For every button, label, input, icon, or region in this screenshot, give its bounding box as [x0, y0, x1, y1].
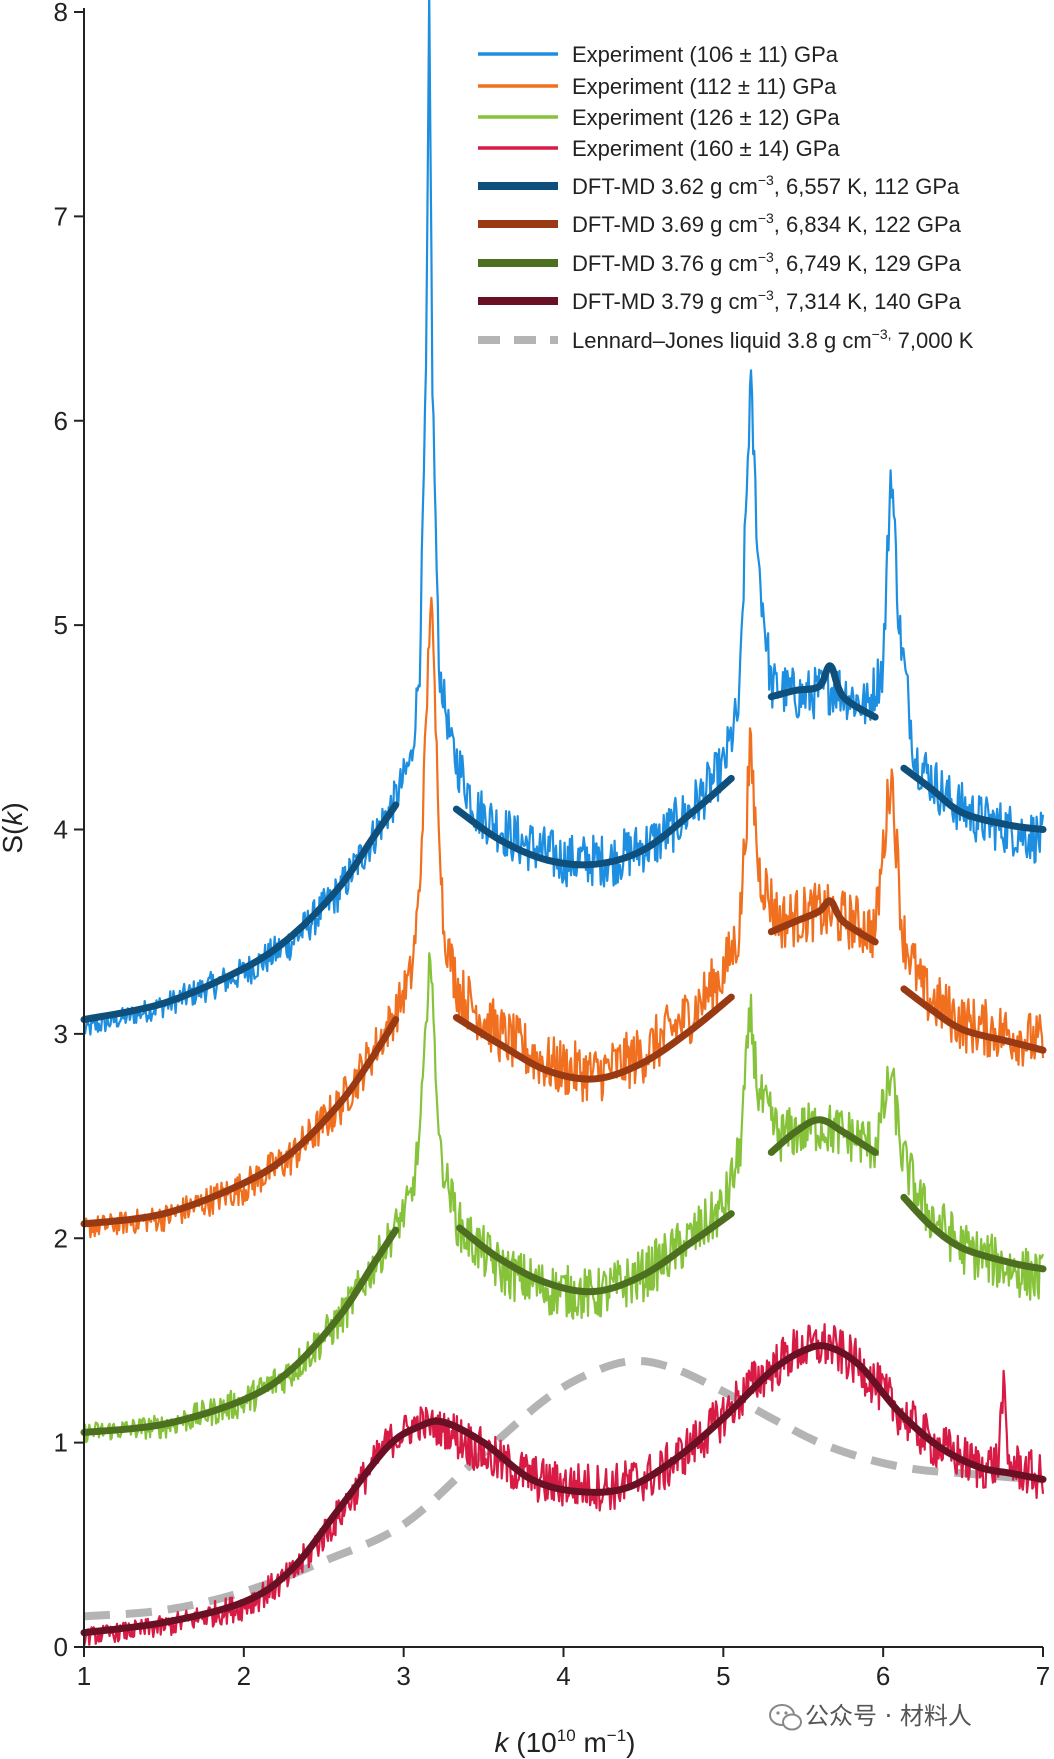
- x-tick-label: 1: [77, 1661, 91, 1691]
- legend-entry: Lennard–Jones liquid 3.8 g cm−3, 7,000 K: [478, 326, 974, 353]
- legend-entry: Experiment (126 ± 12) GPa: [478, 105, 840, 130]
- x-tick-label: 5: [716, 1661, 730, 1691]
- y-axis-label-suffix: ): [0, 802, 28, 811]
- series-dft-5-segment-1: [452, 993, 735, 1083]
- x-axis-label-open: (10: [509, 1727, 557, 1758]
- series-dft-4-segment-0: [80, 801, 400, 1024]
- legend-label: Experiment (160 ± 14) GPa: [572, 136, 840, 161]
- series-dft-6-segment-1: [456, 1210, 735, 1296]
- series-dft-4-segment-1: [452, 774, 735, 869]
- legend-label: DFT-MD 3.69 g cm−3, 6,834 K, 122 GPa: [572, 210, 962, 237]
- y-tick-label: 2: [54, 1223, 68, 1253]
- x-axis-label-close: ): [626, 1727, 635, 1758]
- x-axis-label-exp1: 10: [557, 1726, 576, 1745]
- legend-entry: Experiment (106 ± 11) GPa: [478, 42, 839, 67]
- y-axis-label-prefix: S(: [0, 825, 28, 854]
- plot-area: [80, 0, 1047, 1647]
- y-tick-label: 6: [54, 406, 68, 436]
- series-experiment-0-line: [82, 0, 1045, 1036]
- x-tick-label: 4: [556, 1661, 570, 1691]
- y-tick-label: 0: [54, 1632, 68, 1662]
- legend-entry: DFT-MD 3.76 g cm−3, 6,749 K, 129 GPa: [478, 249, 962, 276]
- legend-entry: Experiment (112 ± 11) GPa: [478, 74, 837, 99]
- y-tick-label: 5: [54, 610, 68, 640]
- watermark-text: 公众号 · 材料人: [805, 1702, 972, 1730]
- series-dft-5-segment-2: [767, 897, 879, 946]
- x-axis-label-var: k: [495, 1727, 511, 1758]
- series-dft-6-segment-2: [767, 1116, 879, 1156]
- y-tick-label: 1: [54, 1428, 68, 1458]
- x-axis-label-exp2: −1: [607, 1726, 626, 1745]
- series-dft-4-segment-2: [767, 662, 879, 721]
- legend: Experiment (106 ± 11) GPa Experiment (112…: [478, 42, 974, 353]
- series-dft-5-segment-0: [80, 1016, 400, 1228]
- legend-label: Experiment (106 ± 11) GPa: [572, 42, 839, 67]
- legend-label: DFT-MD 3.79 g cm−3, 7,314 K, 140 GPa: [572, 287, 962, 314]
- series-dft-7-segment-0: [80, 1342, 1047, 1637]
- legend-label: Lennard–Jones liquid 3.8 g cm−3, 7,000 K: [572, 326, 974, 353]
- series-experiment-2-line: [83, 952, 1045, 1444]
- legend-label: Experiment (112 ± 11) GPa: [572, 74, 837, 99]
- y-axis-label: S(k): [0, 802, 28, 853]
- series-dft-5-segment-3: [900, 985, 1047, 1054]
- y-tick-label: 4: [54, 815, 68, 845]
- legend-entry: DFT-MD 3.69 g cm−3, 6,834 K, 122 GPa: [478, 210, 962, 237]
- x-tick-label: 7: [1036, 1661, 1050, 1691]
- legend-entry: Experiment (160 ± 14) GPa: [478, 136, 840, 161]
- x-tick-label: 3: [396, 1661, 410, 1691]
- wechat-icon: [769, 1704, 802, 1731]
- legend-label: DFT-MD 3.76 g cm−3, 6,749 K, 129 GPa: [572, 249, 962, 276]
- x-tick-label: 2: [237, 1661, 251, 1691]
- legend-label: Experiment (126 ± 12) GPa: [572, 105, 840, 130]
- y-tick-label: 7: [54, 201, 68, 231]
- x-tick-label: 6: [876, 1661, 890, 1691]
- y-axis-label-var: k: [0, 810, 28, 826]
- x-axis-label-mid: m: [576, 1727, 607, 1758]
- series-dft-6-segment-3: [900, 1193, 1047, 1273]
- x-axis-label: k (1010 m−1): [495, 1726, 636, 1758]
- legend-entry: DFT-MD 3.62 g cm−3, 6,557 K, 112 GPa: [478, 172, 960, 199]
- y-tick-label: 8: [54, 0, 68, 27]
- legend-label: DFT-MD 3.62 g cm−3, 6,557 K, 112 GPa: [572, 172, 960, 199]
- legend-entry: DFT-MD 3.79 g cm−3, 7,314 K, 140 GPa: [478, 287, 962, 314]
- series-dft-6-segment-0: [80, 1226, 400, 1436]
- y-tick-label: 3: [54, 1019, 68, 1049]
- watermark: 公众号 · 材料人: [769, 1702, 972, 1731]
- series-dft-4-segment-3: [900, 764, 1047, 833]
